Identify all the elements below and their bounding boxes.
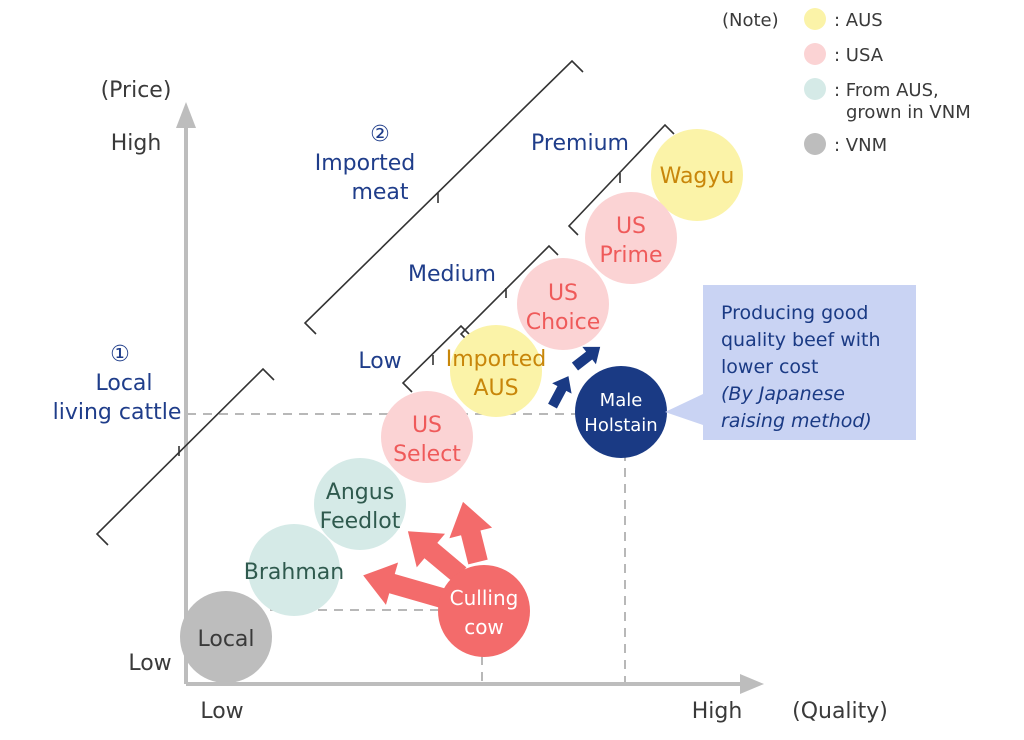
bracket-premium: [567, 123, 675, 236]
product-culling-cow-label-line-2: cow: [464, 615, 504, 639]
blue-arrow-lower: [548, 376, 572, 409]
legend-swatch-usa: [804, 43, 826, 65]
legend-swatch-aus: [804, 8, 826, 30]
legend-title: (Note): [722, 10, 779, 31]
local-living-cattle-line-1: Local: [95, 371, 152, 396]
x-axis-low-label: Low: [200, 699, 243, 724]
callout-line-3: lower cost: [721, 356, 818, 378]
bracket-low: [401, 324, 471, 393]
product-circles: Wagyu US Prime US Choice Imported AUS US…: [180, 129, 743, 683]
product-local: Local: [180, 591, 272, 683]
red-arrow-to-angus-upper: [449, 501, 493, 565]
product-male-holstain-label-line-2: Holstain: [584, 415, 657, 436]
x-axis-title: (Quality): [792, 699, 888, 724]
y-axis-arrowhead: [176, 102, 196, 128]
callout-italic-line-2: raising method): [721, 410, 872, 432]
legend-label-aus-grown-vnm-line-1: : From AUS,: [834, 80, 939, 101]
product-angus-feedlot: Angus Feedlot: [314, 458, 406, 550]
product-angus-feedlot-circle: [314, 458, 406, 550]
product-brahman-label: Brahman: [244, 560, 344, 585]
imported-meat-number: ②: [370, 122, 390, 147]
x-axis-high-label: High: [692, 699, 743, 724]
imported-meat-label-line-1: Imported: [315, 151, 416, 176]
product-local-label: Local: [197, 627, 254, 652]
product-us-prime-label-line-1: US: [616, 214, 646, 239]
product-imported-aus-label-line-2: AUS: [473, 376, 518, 401]
product-wagyu-circle: [651, 129, 743, 221]
product-us-prime: US Prime: [585, 192, 677, 284]
product-us-choice-label-line-2: Choice: [526, 310, 601, 335]
red-arrow-shape: [363, 562, 445, 608]
legend-label-aus-grown-vnm-line-2: grown in VNM: [846, 102, 971, 123]
callout-line-2: quality beef with: [721, 329, 881, 351]
premium-label: Premium: [531, 131, 629, 156]
product-us-prime-label-line-2: Prime: [599, 243, 662, 268]
product-male-holstain-circle: [575, 366, 667, 458]
product-us-choice-circle: [517, 258, 609, 350]
product-us-choice-label-line-1: US: [548, 281, 578, 306]
legend-label-usa: : USA: [834, 45, 884, 66]
red-arrow-shape: [407, 531, 467, 583]
callout-box: [665, 285, 916, 440]
product-wagyu-label: Wagyu: [660, 164, 735, 189]
product-male-holstain: Male Holstain: [575, 366, 667, 458]
culling-cow-arrows: [363, 501, 493, 608]
x-axis-arrowhead: [740, 674, 764, 694]
holstain-arrows: [548, 346, 601, 409]
local-living-cattle-number: ①: [110, 342, 130, 367]
product-angus-feedlot-label-line-2: Feedlot: [320, 509, 401, 534]
product-imported-aus: Imported AUS: [446, 325, 547, 417]
callout: Producing good quality beef with lower c…: [665, 285, 916, 440]
product-brahman-circle: [248, 524, 340, 616]
axis-labels: (Price) High Low Low High (Quality): [101, 78, 888, 724]
product-culling-cow-circle: [438, 565, 530, 657]
group-labels: ② Imported meat Premium Medium Low ① Loc…: [53, 122, 629, 425]
medium-label: Medium: [408, 262, 496, 287]
y-axis-title: (Price): [101, 78, 172, 103]
bracket-local-living-cattle: [95, 367, 275, 546]
red-arrow-shape: [449, 501, 493, 565]
y-axis-high-label: High: [111, 131, 162, 156]
blue-arrow-shape: [548, 376, 572, 409]
brackets: [95, 59, 675, 546]
low-label: Low: [358, 349, 401, 374]
product-us-prime-circle: [585, 192, 677, 284]
product-local-circle: [180, 591, 272, 683]
legend-label-vnm: : VNM: [834, 135, 887, 156]
product-imported-aus-circle: [450, 325, 542, 417]
product-angus-feedlot-label-line-1: Angus: [326, 480, 394, 505]
guide-lines: [187, 413, 626, 684]
product-us-select-label-line-1: US: [412, 413, 442, 438]
callout-italic-line-1: (By Japanese: [721, 383, 845, 405]
imported-meat-label-line-2: meat: [351, 180, 408, 205]
blue-arrow-shape: [571, 346, 601, 371]
product-us-choice: US Choice: [517, 258, 609, 350]
axes: [176, 102, 764, 694]
product-culling-cow-label-line-1: Culling: [450, 586, 519, 610]
legend: (Note) : AUS : USA : From AUS, grown in …: [722, 8, 971, 156]
callout-line-1: Producing good: [721, 302, 868, 324]
bracket-imported-meat: [303, 59, 584, 335]
red-arrow-to-angus-lower: [407, 531, 467, 583]
red-arrow-to-brahman: [363, 562, 445, 608]
product-brahman: Brahman: [244, 524, 344, 616]
local-living-cattle-line-2: living cattle: [53, 400, 182, 425]
blue-arrow-upper: [571, 346, 601, 371]
legend-swatch-vnm: [804, 133, 826, 155]
product-imported-aus-label-line-1: Imported: [446, 347, 547, 372]
legend-swatch-aus-grown-vnm: [804, 78, 826, 100]
product-us-select: US Select: [381, 391, 473, 483]
product-us-select-label-line-2: Select: [393, 442, 461, 467]
legend-label-aus: : AUS: [834, 10, 883, 31]
product-wagyu: Wagyu: [651, 129, 743, 221]
product-us-select-circle: [381, 391, 473, 483]
y-axis-low-label: Low: [128, 651, 171, 676]
product-culling-cow: Culling cow: [438, 565, 530, 657]
product-male-holstain-label-line-1: Male: [600, 390, 643, 411]
